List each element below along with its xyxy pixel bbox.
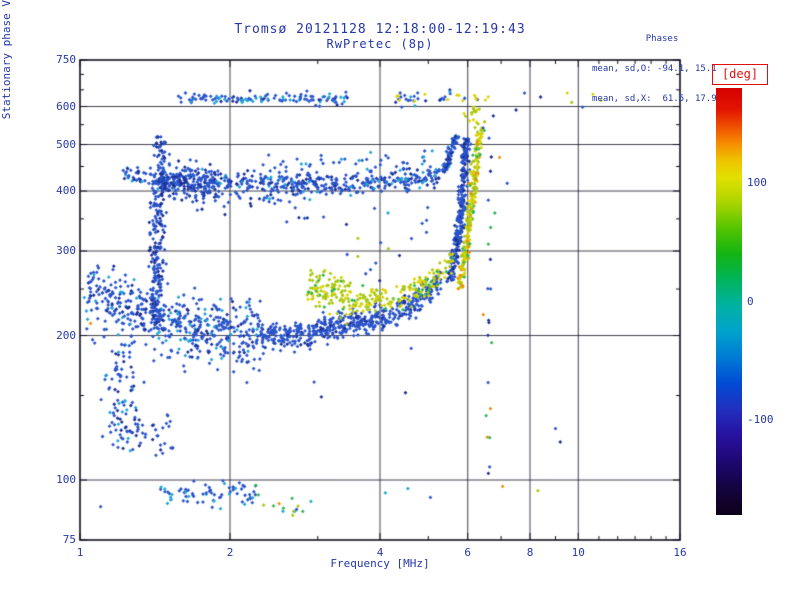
phase-stats-block: Phases mean, sd,O: -94.1, 15.1 mean, sd,… [592,14,762,124]
phase-stats-x-mode: mean, sd,X: 61.5, 17.9 [592,94,717,104]
colorbar-tick-label-0: 0 [747,294,754,308]
colorbar-tick-label--100: -100 [747,413,774,427]
y-tick-label-750: 750 [56,53,76,66]
x-tick-label-10: 10 [571,546,585,559]
y-tick-label-200: 200 [56,328,76,342]
y-tick-label-75: 75 [62,533,76,546]
phase-stats-o-mode: mean, sd,O: -94.1, 15.1 [592,64,717,74]
colorbar [716,88,742,515]
phase-stats-header: Phases [645,34,679,44]
page-subtitle: RwPretec (8p) [326,37,434,51]
page-title: Tromsø 20121128 12:18:00-12:19:43 [234,22,526,37]
colorbar-tick-label-100: 100 [747,175,767,189]
x-tick-label-1: 1 [76,546,84,559]
y-tick-label-400: 400 [56,184,76,198]
x-tick-label-6: 6 [464,546,472,559]
x-tick-label-4: 4 [376,546,384,559]
y-tick-label-100: 100 [56,473,76,487]
colorbar-unit-badge: [deg] [712,64,768,85]
x-tick-label-16: 16 [673,546,687,559]
y-tick-label-600: 600 [56,99,76,113]
y-tick-label-500: 500 [56,137,76,151]
x-axis-title: Frequency [MHz] [330,557,430,570]
x-tick-label-8: 8 [526,546,534,559]
x-tick-label-2: 2 [226,546,234,559]
y-tick-label-300: 300 [56,244,76,257]
